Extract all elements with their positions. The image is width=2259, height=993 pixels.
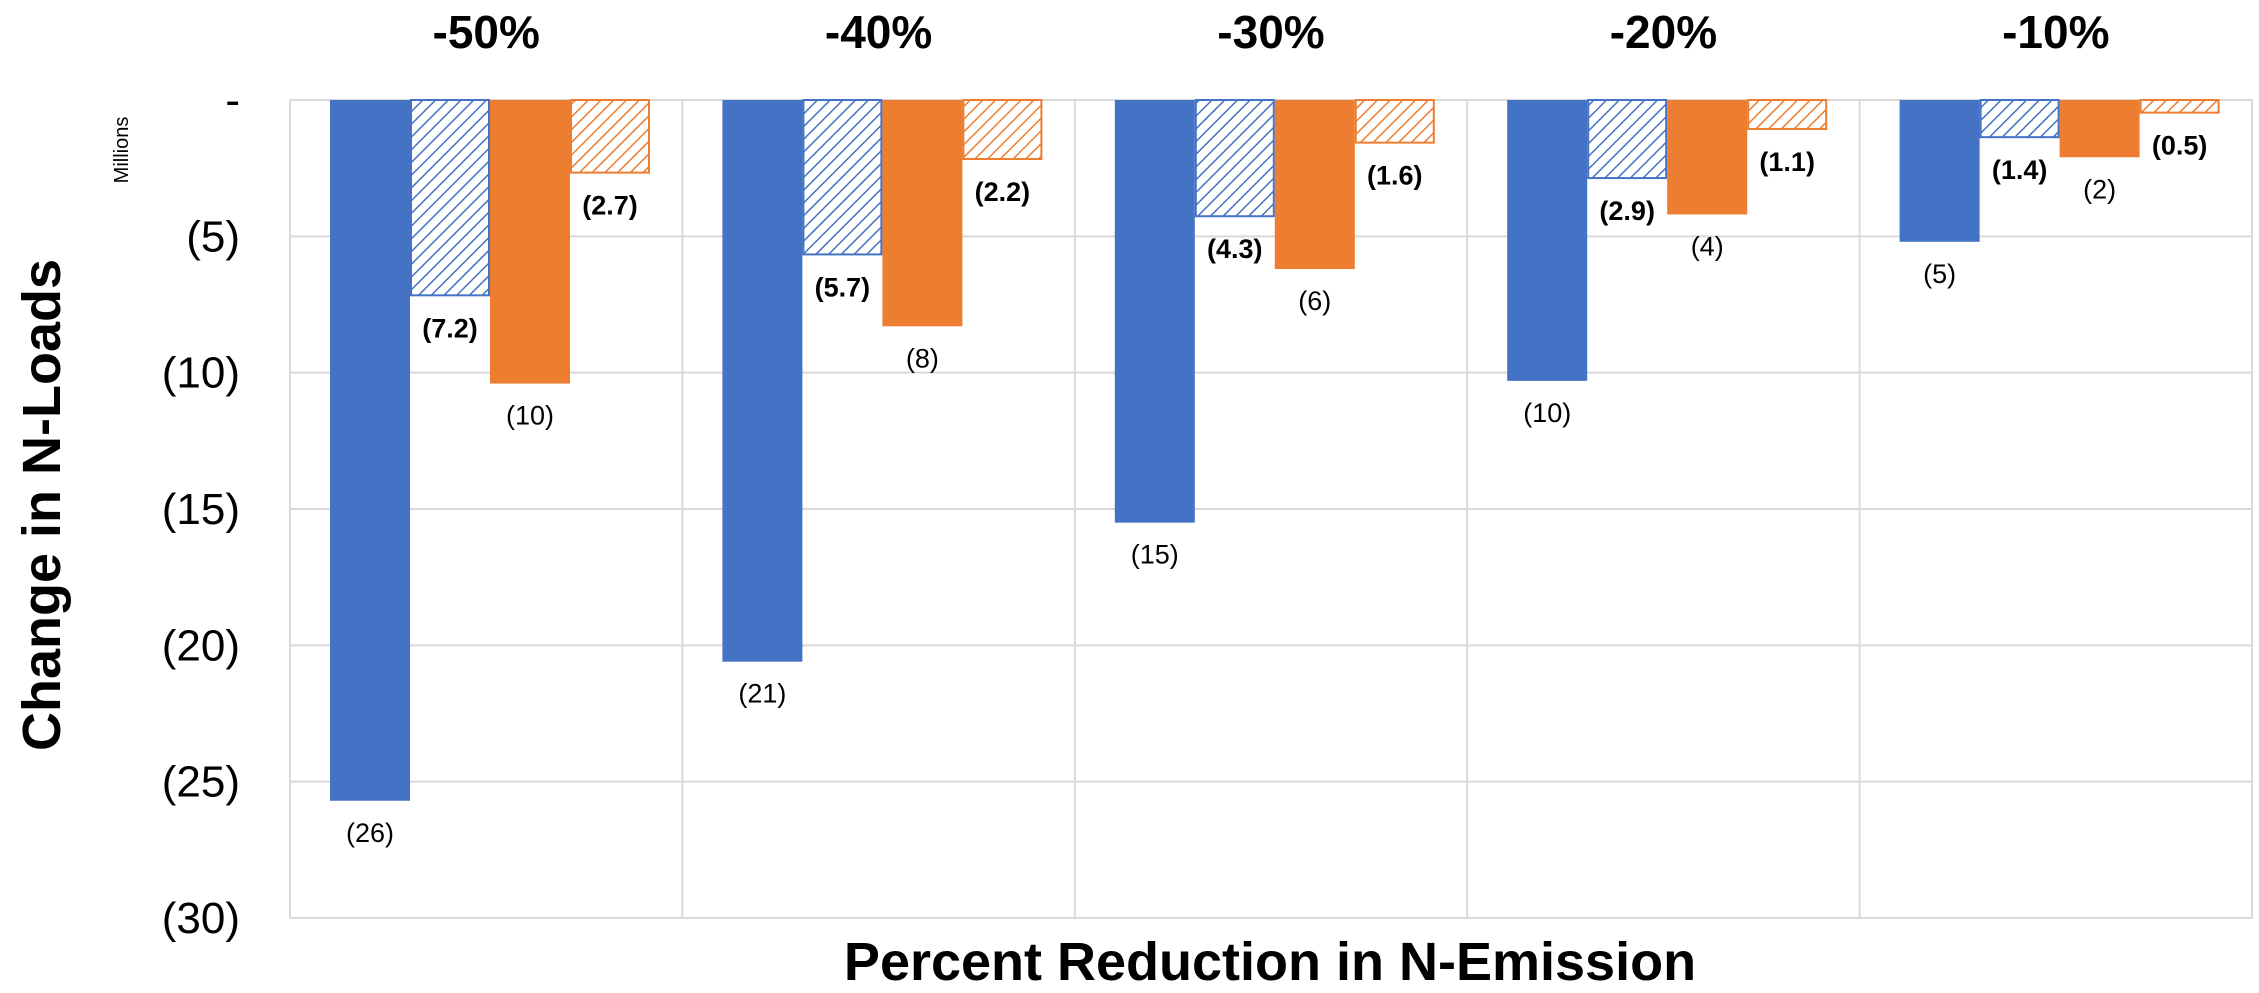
data-label: (2.2) [975,177,1031,207]
bar [2139,99,2220,114]
bar [1274,100,1355,270]
category-label: -40% [825,6,932,58]
bar [1667,100,1748,215]
bar [962,99,1043,160]
y-tick-label: (10) [162,349,240,398]
bar [570,99,650,174]
data-label: (21) [738,679,786,709]
bar [1979,99,2060,139]
bars [330,99,2220,801]
data-label: (26) [346,818,394,848]
y-tick-label: (15) [162,485,240,534]
data-label: (1.4) [1992,155,2048,185]
bar [1587,99,1668,180]
data-label: (2.9) [1599,196,1655,226]
y-tick-label: (5) [186,212,240,261]
bar [882,100,963,327]
bar [1354,99,1435,144]
bar [330,100,410,801]
data-label: (5) [1923,259,1956,289]
data-label: (7.2) [422,313,478,343]
y-tick-label: (25) [162,758,240,807]
data-label: (1.6) [1367,161,1423,191]
data-label: (4) [1691,232,1724,262]
y-tick-label: (20) [162,621,240,670]
axes: Change in N-Loads Millions Percent Reduc… [12,117,1696,992]
category-label: -10% [2002,6,2109,58]
y-axis-title: Change in N-Loads [12,259,72,751]
category-label: -30% [1217,6,1324,58]
bar [802,99,883,256]
gridlines: - (5) (10) (15) (20) (25) (30) -50% -40% -30% -20%… [162,6,2253,943]
data-labels: (26) (21) (15) (10) (5) (7.2) (5.7) (4.3) (2.9) (… [346,131,2207,848]
x-axis-title: Percent Reduction in N-Emission [844,932,1696,988]
y-tick-label: (30) [162,894,240,943]
y-tick-label: - [225,76,240,125]
bar [1194,99,1275,218]
data-label: (10) [506,401,554,431]
data-label: (10) [1523,398,1571,428]
data-label: (15) [1131,540,1179,570]
data-label: (5.7) [815,272,871,302]
bar [490,100,570,384]
data-label: (4.3) [1207,234,1263,264]
category-label: -50% [433,6,540,58]
bar [1114,100,1195,523]
bar [1899,100,1980,242]
data-label: (2.7) [582,191,638,221]
bar [2059,100,2140,158]
y-axis-units: Millions [111,117,133,184]
bar [1747,99,1828,130]
bar [722,100,803,662]
data-label: (0.5) [2152,131,2208,161]
data-label: (6) [1298,286,1331,316]
data-label: (1.1) [1759,147,1815,177]
category-label: -20% [1610,6,1717,58]
data-label: (2) [2083,174,2116,204]
bar [410,99,490,297]
data-label: (8) [906,343,939,373]
bar [1507,100,1588,381]
